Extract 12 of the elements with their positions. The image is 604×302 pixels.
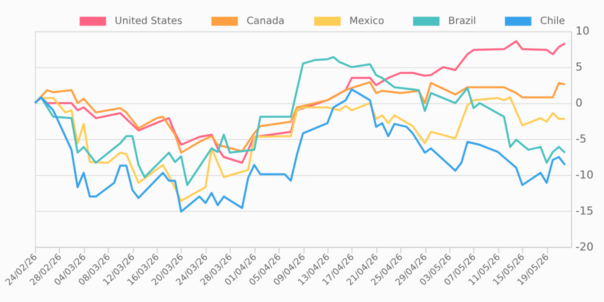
y-tick-label: -10 — [576, 168, 594, 182]
y-tick-label: -20 — [576, 240, 594, 254]
y-tick-label: 10 — [576, 24, 590, 38]
legend-label: Canada — [246, 16, 285, 28]
y-tick-label: -5 — [576, 132, 587, 146]
legend-label: Chile — [540, 16, 566, 28]
y-tick-label: -15 — [576, 204, 594, 218]
y-tick-label: 5 — [576, 60, 583, 74]
legend-label: Brazil — [448, 16, 476, 28]
legend-label: Mexico — [349, 16, 384, 28]
y-tick-label: 0 — [576, 96, 583, 110]
legend-label: United States — [114, 16, 182, 28]
